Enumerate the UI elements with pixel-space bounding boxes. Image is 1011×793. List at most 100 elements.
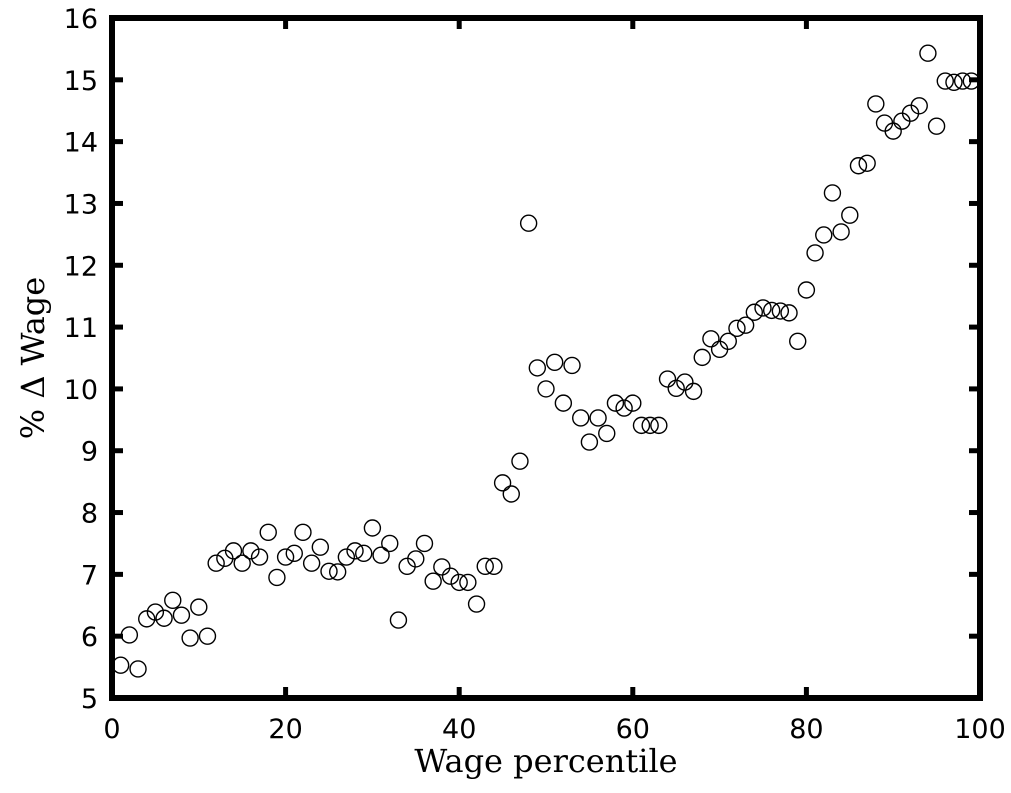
point xyxy=(554,394,573,412)
y-tick-label: 6 xyxy=(81,622,98,653)
y-tick-label: 15 xyxy=(64,66,98,97)
point xyxy=(146,603,165,621)
y-tick-label: 7 xyxy=(81,560,98,591)
point xyxy=(728,319,746,338)
y-axis-label: % Δ Wage xyxy=(14,277,52,439)
point xyxy=(519,214,538,232)
point xyxy=(285,544,303,563)
point xyxy=(797,281,816,299)
point xyxy=(936,72,954,90)
point xyxy=(224,542,243,560)
y-tick-label: 9 xyxy=(81,437,98,468)
point xyxy=(172,606,191,624)
point xyxy=(858,154,876,172)
point xyxy=(198,627,217,645)
x-tick-label: 100 xyxy=(954,714,1006,745)
point xyxy=(328,563,347,581)
point xyxy=(780,304,798,322)
point xyxy=(485,557,503,576)
point xyxy=(754,299,772,317)
point xyxy=(493,474,512,492)
point xyxy=(259,523,277,542)
point xyxy=(355,544,373,563)
point xyxy=(962,72,981,90)
point xyxy=(841,206,859,224)
point xyxy=(120,626,139,644)
y-tick-label: 5 xyxy=(81,684,98,715)
point xyxy=(572,409,590,427)
point xyxy=(823,184,842,202)
point xyxy=(363,519,382,537)
y-tick-label: 14 xyxy=(64,128,98,159)
point xyxy=(789,332,807,351)
y-tick-label: 16 xyxy=(64,4,98,35)
point xyxy=(919,44,937,62)
point xyxy=(606,394,625,412)
point xyxy=(250,548,269,566)
point xyxy=(945,73,963,91)
point xyxy=(762,301,781,320)
point xyxy=(138,610,156,628)
y-tick-label: 10 xyxy=(64,375,98,406)
point xyxy=(337,548,356,566)
point xyxy=(528,359,547,377)
point xyxy=(407,550,425,568)
point xyxy=(771,302,790,320)
point xyxy=(276,548,295,566)
point xyxy=(632,416,651,435)
point xyxy=(346,542,364,560)
point xyxy=(311,538,330,556)
x-tick-label: 0 xyxy=(103,714,120,745)
plot-frame xyxy=(109,15,983,701)
point xyxy=(806,244,824,262)
point xyxy=(242,542,260,560)
point xyxy=(589,409,607,427)
point xyxy=(502,485,520,503)
point xyxy=(129,660,147,678)
x-tick-label: 20 xyxy=(268,714,302,745)
point xyxy=(641,416,659,435)
point xyxy=(693,348,711,367)
y-tick-label: 11 xyxy=(64,313,98,344)
point xyxy=(867,95,885,113)
point xyxy=(415,534,434,553)
point xyxy=(372,546,390,564)
point xyxy=(684,382,703,401)
point xyxy=(953,72,972,90)
y-tick-label: 13 xyxy=(64,189,98,220)
point xyxy=(745,303,764,321)
point xyxy=(650,416,668,435)
y-tick-label: 12 xyxy=(64,251,98,282)
point xyxy=(450,573,468,592)
point xyxy=(815,226,833,244)
point xyxy=(910,97,928,115)
y-tick-label: 8 xyxy=(81,499,98,530)
x-axis-label: Wage percentile xyxy=(414,742,677,780)
point xyxy=(433,558,451,576)
point xyxy=(563,356,581,375)
point xyxy=(676,373,694,391)
point xyxy=(190,598,208,616)
point xyxy=(207,554,225,572)
point xyxy=(927,117,946,135)
point xyxy=(667,379,685,397)
point xyxy=(320,562,338,580)
point xyxy=(233,554,251,572)
point xyxy=(580,433,599,451)
point xyxy=(702,330,720,348)
point xyxy=(467,595,486,613)
point xyxy=(537,380,555,398)
x-tick-label: 80 xyxy=(789,714,823,745)
point xyxy=(624,394,642,412)
point xyxy=(658,370,677,388)
point xyxy=(181,629,199,647)
x-tick-label: 60 xyxy=(616,714,650,745)
point xyxy=(424,572,442,590)
point xyxy=(164,591,182,610)
point xyxy=(155,609,173,627)
point xyxy=(832,223,850,241)
x-tick-label: 40 xyxy=(442,714,476,745)
point xyxy=(476,557,494,576)
